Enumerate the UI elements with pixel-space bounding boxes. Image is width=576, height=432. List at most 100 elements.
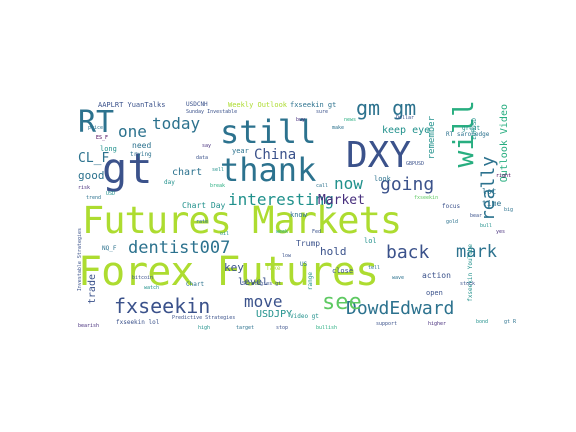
word-trump: Trump	[296, 239, 321, 248]
word-usdcnh: USDCNH	[186, 101, 208, 108]
word-aaplrt-yuantalks: AAPLRT YuanTalks	[98, 101, 166, 109]
word-fxseekin-youtube: fxseekin YouTube	[467, 244, 474, 302]
word-target: target	[236, 325, 255, 331]
word-trend: trend	[86, 195, 102, 201]
word-need: need	[132, 141, 152, 150]
word-now: now	[334, 174, 363, 193]
word-bull: bull	[480, 223, 493, 229]
word-take: Take	[266, 265, 281, 272]
word-see: see	[322, 290, 362, 315]
word-key: key	[224, 261, 244, 274]
word-wave: wave	[392, 275, 405, 281]
word-lol: lol	[364, 237, 377, 245]
word-say: say	[202, 143, 212, 149]
word-usdjpy: USDJPY	[256, 309, 293, 320]
word-gt-rt: gt RT	[504, 319, 516, 325]
word-bear: bear	[470, 213, 483, 219]
word-yes: yes	[496, 229, 506, 235]
word-level: level	[238, 277, 269, 288]
word-oil: oil	[220, 231, 230, 237]
word-range: range	[307, 272, 314, 291]
word-sell: sell	[212, 167, 225, 173]
word-thank: thank	[220, 151, 317, 189]
word-dentist007: dentist007	[128, 238, 231, 258]
word-dxy: DXY	[346, 135, 412, 176]
word-dollar: Dollar	[396, 115, 415, 121]
word-market: Market	[318, 193, 365, 208]
word-news: news	[344, 117, 357, 123]
word-support: support	[376, 321, 398, 327]
word-still: still	[220, 113, 317, 151]
word-sunday-investable: Sunday Investable	[186, 109, 238, 115]
word-today: today	[152, 114, 201, 133]
word-cloud: Forex Futures Futures Markets gt still t…	[76, 96, 516, 332]
word-strategies-gt: Strategies gt	[242, 281, 282, 287]
word-buy: buy	[296, 117, 306, 123]
word-fxseekin-tiny: fxseekin	[414, 195, 439, 201]
word-gt: gt	[102, 144, 153, 193]
word-time: time	[482, 199, 502, 208]
word-dowdedward: DowdEdward	[346, 298, 455, 319]
word-us: US	[300, 261, 308, 268]
word-interesting: interesting	[228, 190, 334, 209]
word-data: data	[196, 155, 209, 161]
word-remember: remember	[427, 116, 437, 160]
word-stock: stock	[460, 281, 476, 287]
word-bond: bond	[476, 319, 489, 325]
word-risk: risk	[78, 185, 91, 191]
word-sure: sure	[316, 109, 329, 115]
word-stop: stop	[276, 325, 289, 331]
word-chart-small: Chart	[186, 281, 205, 288]
word-rt-saronedge: RT saronedge	[446, 131, 490, 138]
word-es-f: ES_F	[96, 135, 109, 141]
word-long: long	[100, 145, 117, 153]
word-day: day	[164, 179, 175, 186]
word-rt: RT	[78, 105, 115, 140]
word-good: good	[78, 169, 105, 182]
word-focus: focus	[442, 203, 461, 210]
word-lot: lot	[482, 187, 497, 196]
word-break: break	[210, 183, 226, 189]
word-fxseekin-lol: fxseekin lol	[116, 319, 160, 326]
word-forex-futures: Forex Futures	[78, 249, 379, 295]
word-tell: tell	[368, 265, 381, 271]
word-week: week	[276, 229, 289, 235]
word-gold: gold	[446, 219, 459, 225]
word-rate: rate	[196, 219, 209, 225]
word-back: back	[386, 242, 430, 263]
word-china: China	[254, 147, 297, 163]
word-fed: Fed	[312, 229, 322, 235]
word-nq-f: NQ_F	[102, 245, 117, 252]
word-right: right	[496, 173, 512, 179]
word-predictive-strategies: Predictive Strategies	[172, 315, 236, 321]
word-gbpusd: GBPUSD	[406, 161, 425, 167]
word-open: open	[426, 289, 443, 297]
word-trade: trade	[87, 274, 98, 305]
word-watch: watch	[144, 285, 160, 291]
word-hold: hold	[320, 245, 347, 258]
word-look: look	[374, 175, 391, 183]
word-price: price	[88, 125, 104, 131]
word-cl-f: CL_F	[78, 151, 110, 166]
word-usd: USD	[106, 191, 116, 197]
word-high: high	[198, 325, 211, 331]
word-move: move	[244, 292, 283, 311]
word-outlook-video: Outlook Video	[499, 104, 510, 183]
word-keep-eye: keep eye	[382, 125, 431, 136]
word-video-gt: Video gt	[290, 313, 319, 320]
word-year: year	[232, 147, 249, 155]
word-eurusd: EURUSD	[471, 118, 478, 140]
word-close: close	[332, 267, 354, 275]
word-action: action	[422, 271, 451, 280]
word-futures-markets: Futures Markets	[82, 199, 402, 242]
word-big: big	[504, 207, 514, 213]
word-gm-gm: gm gm	[356, 96, 417, 120]
word-low: low	[282, 253, 292, 259]
word-fxseekin: fxseekin	[114, 294, 211, 318]
word-bearish: bearish	[78, 323, 100, 329]
word-bullish: bullish	[316, 325, 338, 331]
word-one: one	[118, 122, 147, 141]
word-weekly-outlook: Weekly Outlook	[228, 101, 288, 109]
word-mark: mark	[456, 242, 497, 262]
word-higher: higher	[428, 321, 447, 327]
